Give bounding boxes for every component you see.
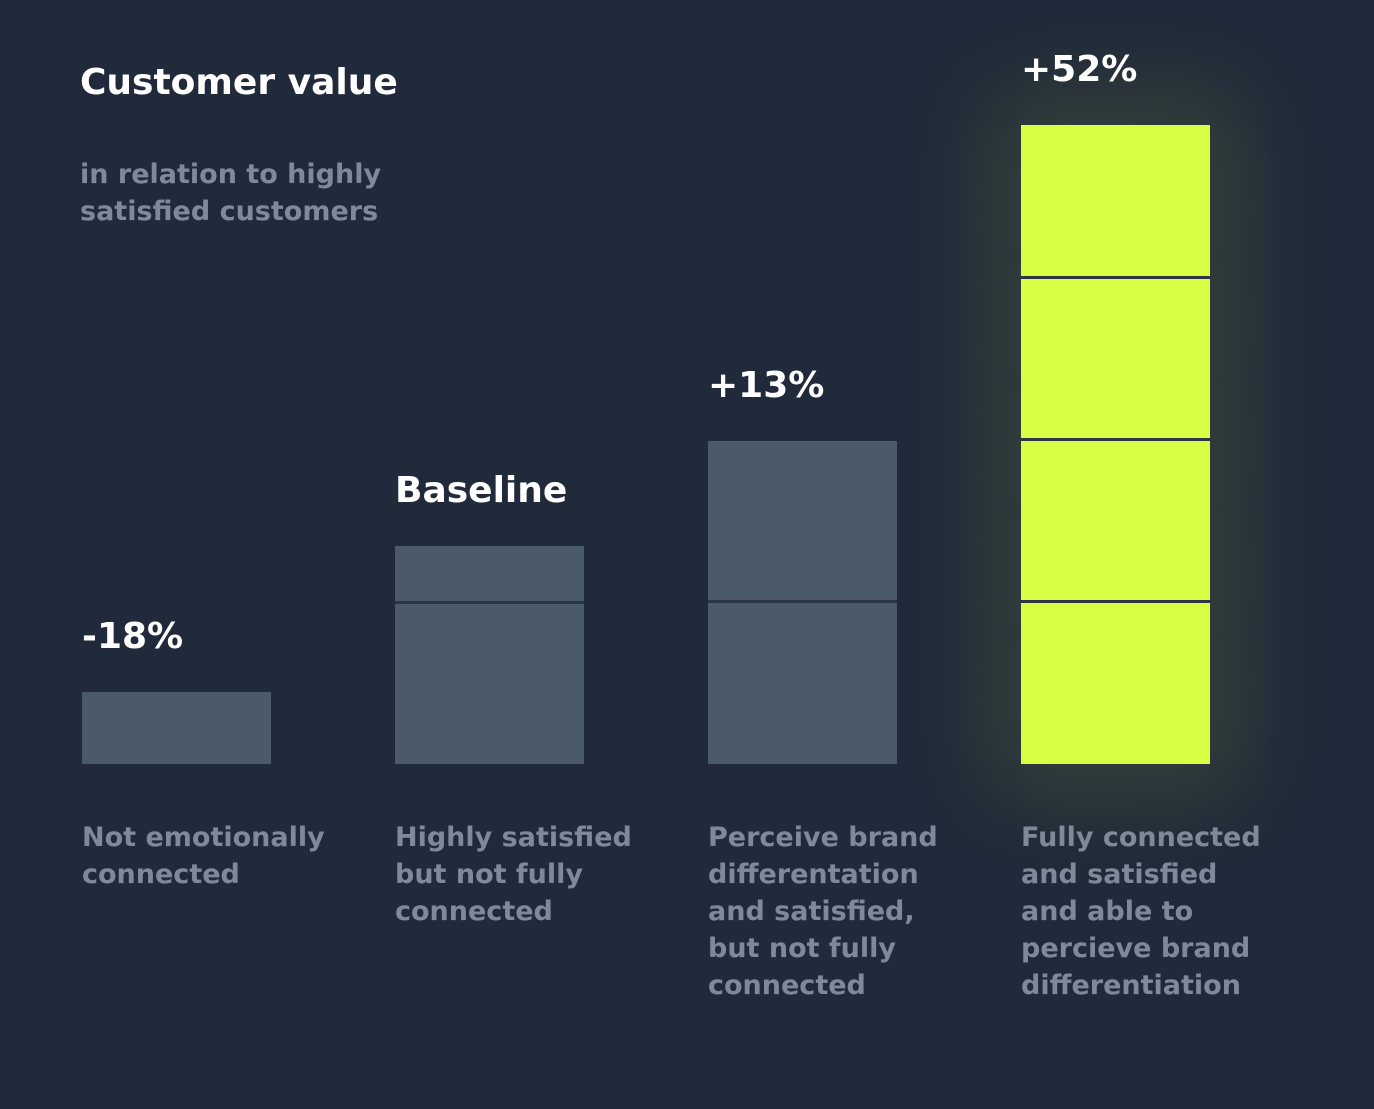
bar [395,546,584,764]
category-label: Not emotionally connected [82,822,325,890]
bar-divider [1021,600,1210,604]
bar [82,691,271,764]
value-label: +13% [708,364,825,406]
bar [708,440,897,764]
category-label: Highly satisfied but not fully connected [395,822,632,927]
bar [1021,124,1210,764]
value-label: Baseline [395,470,568,511]
category-label: Fully connected and satisfied and able t… [1021,822,1261,1001]
chart-subtitle: in relation to highly satisfied customer… [80,159,382,227]
bar-divider [395,600,584,604]
bar-divider [1021,276,1210,280]
chart-title: Customer value [80,62,398,103]
bar-divider [1021,438,1210,442]
value-label: -18% [82,615,184,657]
value-label: +52% [1021,48,1138,90]
bar-divider [708,600,897,604]
category-label: Perceive brand differentation and satisf… [708,822,938,1001]
